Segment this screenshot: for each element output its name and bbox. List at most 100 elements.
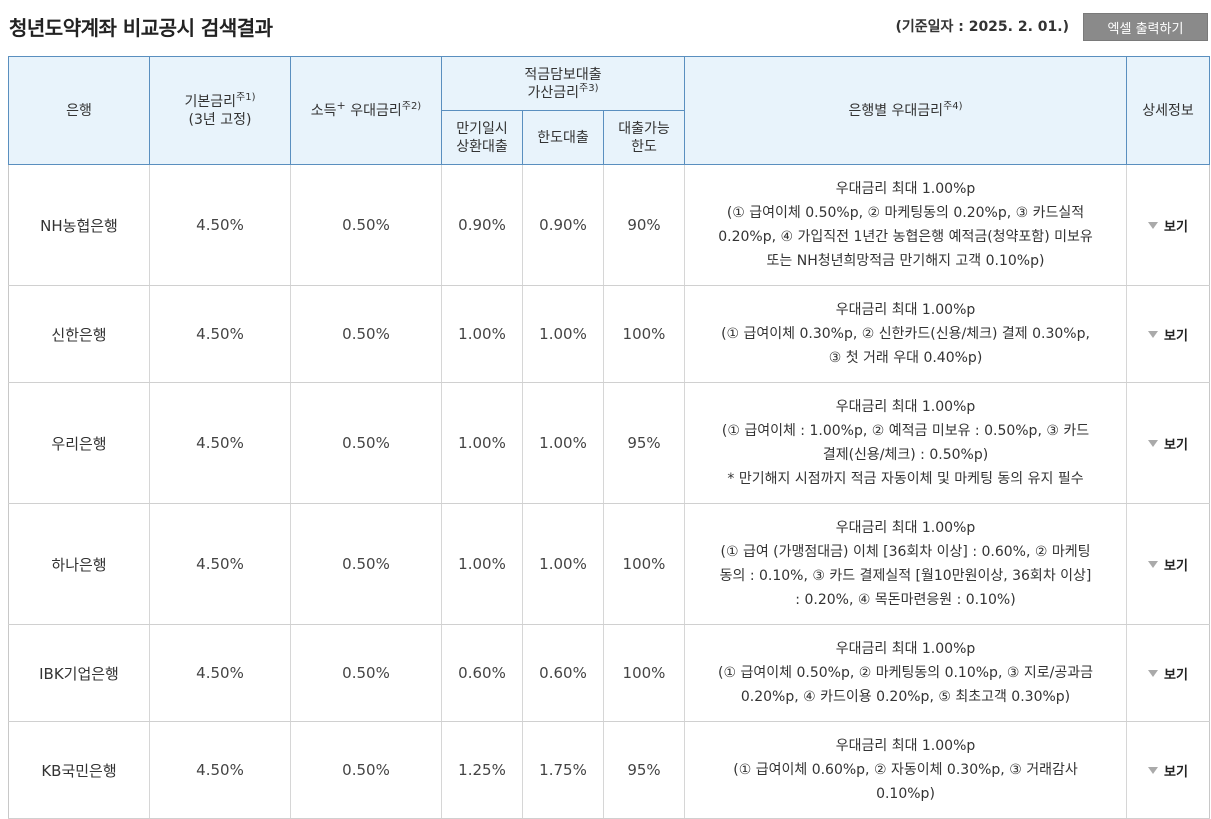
column-header-loanable-limit: 대출가능 한도: [603, 110, 685, 165]
page-header: 청년도약계좌 비교공시 검색결과 (기준일자 : 2025. 2. 01.) 엑…: [0, 0, 1211, 56]
limit-loan-rate: 0.90%: [522, 164, 604, 286]
bank-pref-rate-detail: 우대금리 최대 1.00%p (① 급여이체 0.30%p, ② 신한카드(신용/…: [684, 285, 1127, 383]
pref-rate-line: ③ 첫 거래 우대 0.40%p): [828, 350, 983, 366]
detail-cell: 보기: [1126, 285, 1210, 383]
lump-loan-rate: 0.60%: [441, 624, 523, 722]
table-row: KB국민은행 4.50% 0.50% 1.25% 1.75% 95% 우대금리 최대 1.0…: [8, 721, 1210, 819]
base-rate: 4.50%: [149, 721, 291, 819]
pref-rate-line: 우대금리 최대 1.00%p: [835, 302, 976, 318]
view-detail-button[interactable]: 보기: [1148, 555, 1188, 574]
income-pref-rate: 0.50%: [290, 624, 442, 722]
column-header-bank-pref-rate: 은행별 우대금리주4): [684, 56, 1127, 165]
base-rate: 4.50%: [149, 624, 291, 722]
table-body: NH농협은행 4.50% 0.50% 0.90% 0.90% 90% 우대금리 최대 1.0…: [8, 164, 1210, 819]
income-pref-rate: 0.50%: [290, 503, 442, 625]
table-row: NH농협은행 4.50% 0.50% 0.90% 0.90% 90% 우대금리 최대 1.0…: [8, 164, 1210, 286]
pref-rate-line: 결제(신용/체크) : 0.50%p): [822, 447, 989, 463]
view-label: 보기: [1164, 438, 1188, 453]
pref-rate-line: (① 급여이체 0.50%p, ② 마케팅동의 0.20%p, ③ 카드실적: [726, 205, 1085, 221]
triangle-down-icon: [1148, 440, 1159, 447]
loanable-limit: 100%: [603, 624, 685, 722]
income-pref-rate: 0.50%: [290, 382, 442, 504]
column-header-detail: 상세정보: [1126, 56, 1210, 165]
lump-loan-rate: 1.00%: [441, 285, 523, 383]
triangle-down-icon: [1148, 561, 1159, 568]
pref-rate-line: 0.20%p, ④ 카드이용 0.20%p, ⑤ 최초고객 0.30%p): [740, 689, 1071, 705]
column-header-bank: 은행: [8, 56, 150, 165]
limit-loan-rate: 1.00%: [522, 503, 604, 625]
view-detail-button[interactable]: 보기: [1148, 434, 1188, 453]
table-row: 하나은행 4.50% 0.50% 1.00% 1.00% 100% 우대금리 최대 1.00…: [8, 503, 1210, 625]
pref-rate-line: 0.10%p): [876, 786, 935, 802]
bank-pref-rate-detail: 우대금리 최대 1.00%p (① 급여 (가맹점대금) 이체 [36회차 이상]…: [684, 503, 1127, 625]
pref-rate-line: 우대금리 최대 1.00%p: [835, 520, 976, 536]
lump-loan-rate: 1.00%: [441, 382, 523, 504]
view-detail-button[interactable]: 보기: [1148, 216, 1188, 235]
loanable-limit: 95%: [603, 721, 685, 819]
pref-rate-line: 우대금리 최대 1.00%p: [835, 641, 976, 657]
detail-cell: 보기: [1126, 382, 1210, 504]
pref-rate-line: 우대금리 최대 1.00%p: [835, 399, 976, 415]
triangle-down-icon: [1148, 222, 1159, 229]
bank-pref-rate-detail: 우대금리 최대 1.00%p (① 급여이체 0.50%p, ② 마케팅동의 0.…: [684, 624, 1127, 722]
column-header-loan-group: 적금담보대출 가산금리주3): [441, 56, 685, 111]
view-detail-button[interactable]: 보기: [1148, 325, 1188, 344]
lump-loan-rate: 1.25%: [441, 721, 523, 819]
detail-cell: 보기: [1126, 503, 1210, 625]
table-row: 우리은행 4.50% 0.50% 1.00% 1.00% 95% 우대금리 최대 1.00%…: [8, 382, 1210, 504]
footnote-3: 주3): [579, 82, 599, 94]
pref-rate-line: 우대금리 최대 1.00%p: [835, 181, 976, 197]
bank-name: 우리은행: [8, 382, 150, 504]
triangle-down-icon: [1148, 767, 1159, 774]
base-rate: 4.50%: [149, 503, 291, 625]
income-pref-rate: 0.50%: [290, 721, 442, 819]
pref-rate-line: (① 급여이체 0.60%p, ② 자동이체 0.30%p, ③ 거래감사: [733, 762, 1078, 778]
footnote-2: 주2): [401, 100, 422, 112]
view-label: 보기: [1164, 220, 1188, 235]
pref-rate-line: 동의 : 0.10%, ③ 카드 결제실적 [월10만원이상, 36회차 이상]: [719, 568, 1092, 584]
bank-name: 하나은행: [8, 503, 150, 625]
view-detail-button[interactable]: 보기: [1148, 761, 1188, 780]
excel-export-button[interactable]: 엑셀 출력하기: [1083, 13, 1208, 41]
pref-rate-line: (① 급여이체 : 1.00%p, ② 예적금 미보유 : 0.50%p, ③ …: [721, 423, 1090, 439]
triangle-down-icon: [1148, 331, 1159, 338]
table-row: 신한은행 4.50% 0.50% 1.00% 1.00% 100% 우대금리 최대 1.00…: [8, 285, 1210, 383]
column-header-income-rate: 소득+ 우대금리주2): [290, 56, 442, 165]
lump-loan-rate: 1.00%: [441, 503, 523, 625]
pref-rate-line: 0.20%p, ④ 가입직전 1년간 농협은행 예적금(청약포함) 미보유: [718, 229, 1093, 245]
base-rate: 4.50%: [149, 382, 291, 504]
bank-pref-rate-detail: 우대금리 최대 1.00%p (① 급여이체 : 1.00%p, ② 예적금 미보…: [684, 382, 1127, 504]
income-pref-rate: 0.50%: [290, 285, 442, 383]
pref-rate-line: (① 급여이체 0.50%p, ② 마케팅동의 0.10%p, ③ 지로/공과금: [718, 665, 1093, 681]
pref-rate-line: (① 급여이체 0.30%p, ② 신한카드(신용/체크) 결제 0.30%p,: [721, 326, 1090, 342]
triangle-down-icon: [1148, 670, 1159, 677]
view-label: 보기: [1164, 559, 1188, 574]
pref-rate-line: * 만기해지 시점까지 적금 자동이체 및 마케팅 동의 유지 필수: [727, 471, 1084, 487]
detail-cell: 보기: [1126, 624, 1210, 722]
pref-rate-line: (① 급여 (가맹점대금) 이체 [36회차 이상] : 0.60%, ② 마케…: [720, 544, 1091, 560]
limit-loan-rate: 0.60%: [522, 624, 604, 722]
table-row: IBK기업은행 4.50% 0.50% 0.60% 0.60% 100% 우대금리 최대 1…: [8, 624, 1210, 722]
loanable-limit: 90%: [603, 164, 685, 286]
column-header-lump-loan: 만기일시 상환대출: [441, 110, 523, 165]
comparison-table: 은행 기본금리주1) (3년 고정) 소득+ 우대금리주2) 적금담보대출 가산…: [8, 56, 1210, 819]
view-label: 보기: [1164, 765, 1188, 780]
loanable-limit: 100%: [603, 503, 685, 625]
column-header-limit-loan: 한도대출: [522, 110, 604, 165]
limit-loan-rate: 1.00%: [522, 285, 604, 383]
pref-rate-line: 또는 NH청년희망적금 만기해지 고객 0.10%p): [766, 253, 1045, 269]
bank-pref-rate-detail: 우대금리 최대 1.00%p (① 급여이체 0.60%p, ② 자동이체 0.3…: [684, 721, 1127, 819]
limit-loan-rate: 1.00%: [522, 382, 604, 504]
page-title: 청년도약계좌 비교공시 검색결과: [9, 16, 273, 40]
income-pref-rate: 0.50%: [290, 164, 442, 286]
bank-name: KB국민은행: [8, 721, 150, 819]
bank-pref-rate-detail: 우대금리 최대 1.00%p (① 급여이체 0.50%p, ② 마케팅동의 0.…: [684, 164, 1127, 286]
view-label: 보기: [1164, 668, 1188, 683]
base-date: (기준일자 : 2025. 2. 01.): [895, 19, 1069, 35]
view-detail-button[interactable]: 보기: [1148, 664, 1188, 683]
bank-name: 신한은행: [8, 285, 150, 383]
lump-loan-rate: 0.90%: [441, 164, 523, 286]
view-label: 보기: [1164, 329, 1188, 344]
column-header-base-rate: 기본금리주1) (3년 고정): [149, 56, 291, 165]
base-rate: 4.50%: [149, 285, 291, 383]
